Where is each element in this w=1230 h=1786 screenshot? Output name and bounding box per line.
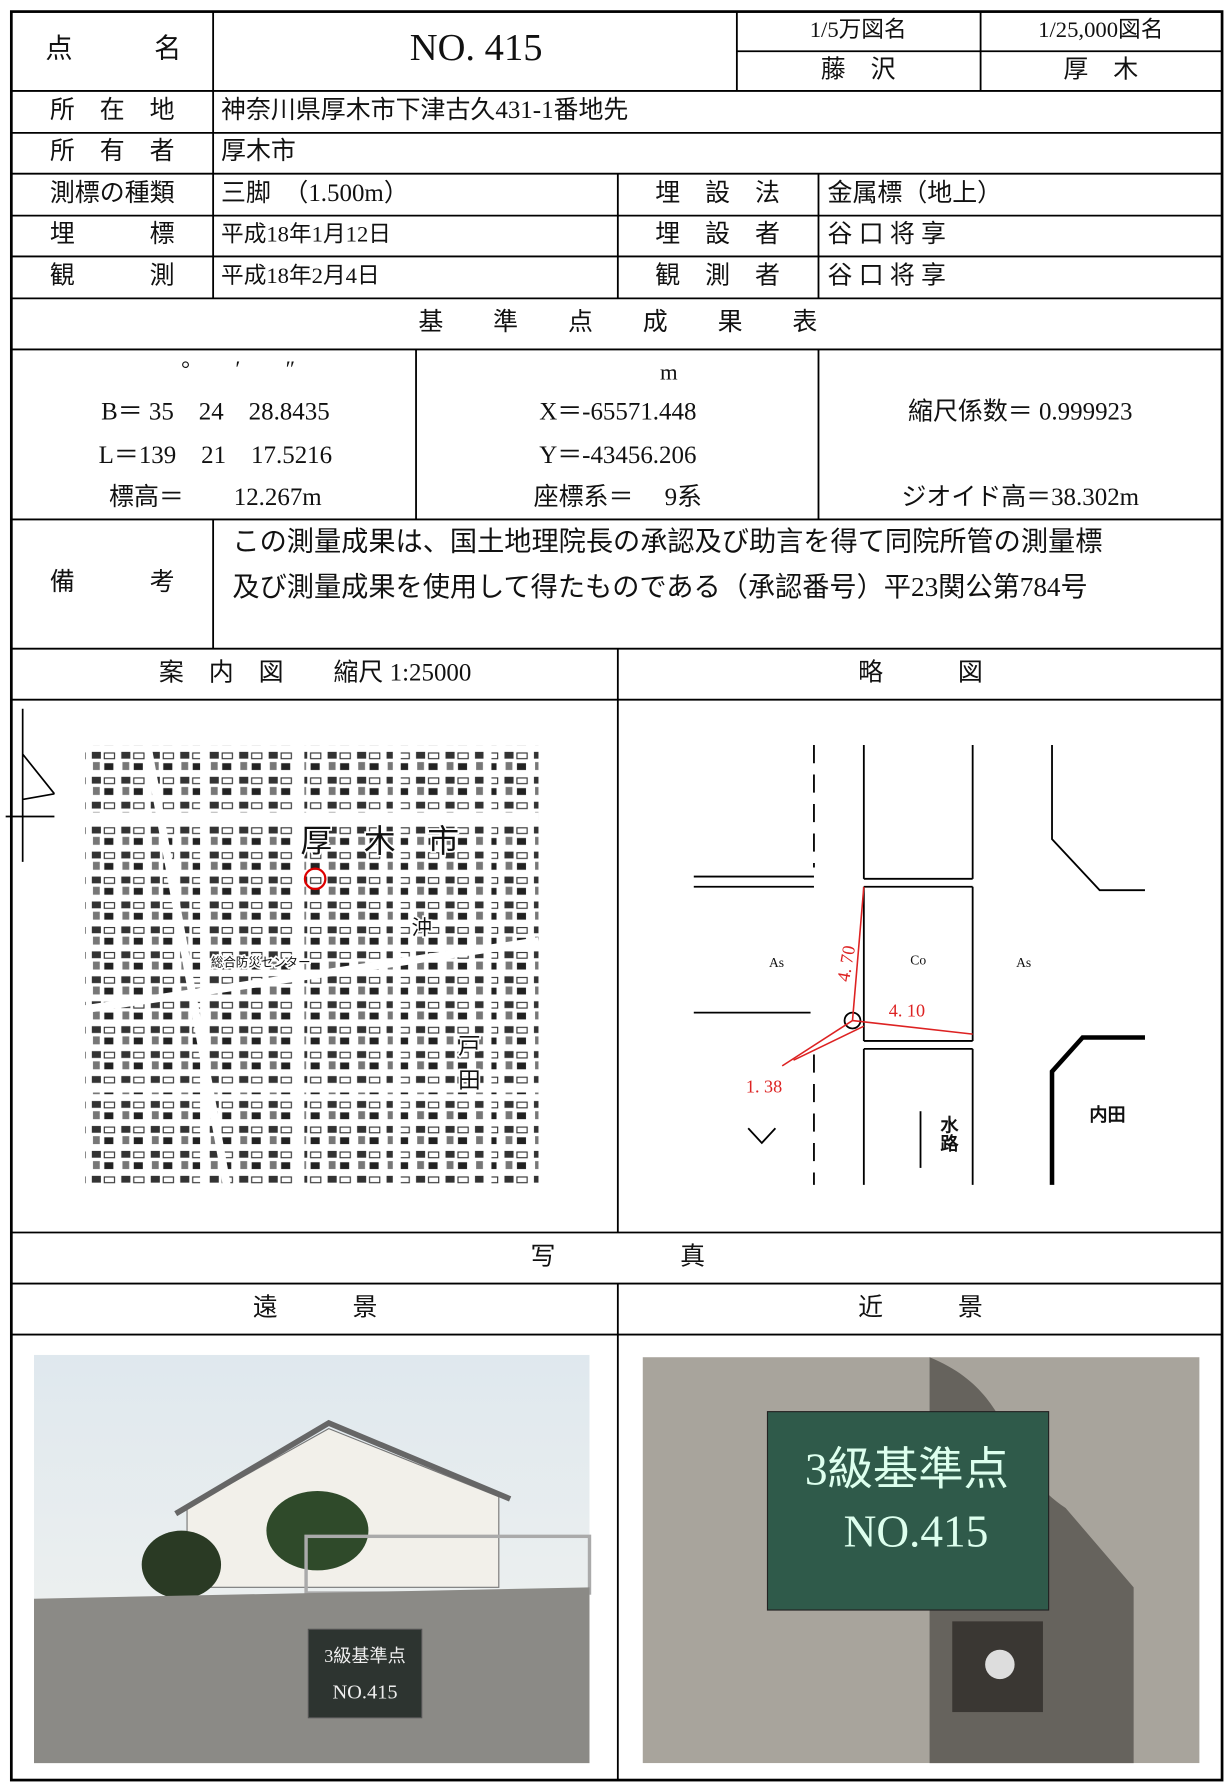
label: 測標の種類: [50, 179, 175, 207]
label: 備 考: [50, 568, 175, 596]
board-text: 3級基準点: [805, 1444, 1009, 1494]
sketch-part-part: [852, 1019, 973, 1035]
sketch-label: As: [1016, 955, 1031, 970]
table-rule: [9, 10, 1224, 1782]
value: 縮尺係数＝ 0.999923: [908, 398, 1132, 426]
guide-map-part: [84, 744, 540, 1186]
board-text: 3級基準点: [324, 1646, 406, 1666]
value: B＝ 35 24 28.8435: [101, 399, 330, 426]
value: 座標系＝ 9系: [534, 483, 702, 511]
sketch-part: [747, 1127, 777, 1145]
label: 観 測 者: [655, 262, 780, 290]
value: 厚 木: [1063, 55, 1138, 83]
label: 1/5万図名: [810, 17, 907, 42]
section-title: 近 景: [858, 1293, 983, 1321]
photo-far-part: [141, 1530, 222, 1599]
map-label: 総合防災センター: [211, 955, 311, 970]
value: 神奈川県厚木市下津古久431-1番地先: [221, 96, 628, 124]
sketch-part: [1051, 745, 1145, 892]
map-label: 厚 木 市: [300, 824, 459, 859]
sketch-label: 水路: [938, 1115, 958, 1153]
sketch-part-part: [793, 1025, 865, 1061]
value: ジオイド高＝38.302m: [901, 483, 1139, 511]
value: 厚木市: [221, 137, 296, 165]
sketch-part: [781, 886, 973, 1067]
photo-far-part: [174, 1419, 512, 1517]
label: 埋 設 者: [655, 220, 780, 248]
label: 1/25,000図名: [1038, 17, 1163, 42]
photo-near-part: [766, 1411, 1050, 1611]
value: 谷 口 将 享: [828, 262, 946, 290]
section-title: 遠 景: [253, 1293, 378, 1321]
guide-map-part-part: [143, 744, 231, 1186]
photo-near: [642, 1357, 1200, 1764]
value: 標高＝ 12.267m: [109, 483, 322, 511]
board-text: NO.415: [332, 1682, 397, 1704]
value: L＝139 21 17.5216: [99, 442, 332, 469]
value: 藤 沢: [821, 55, 896, 83]
label: 所 在 地: [50, 96, 175, 124]
sketch-label: 内田: [1089, 1104, 1125, 1125]
sketch-part-part: [851, 886, 865, 1021]
guide-map-part: [303, 867, 327, 891]
sketch-part: [1049, 1035, 1145, 1185]
value: Y＝-43456.206: [539, 442, 696, 469]
remark: 及び測量成果を使用して得たものである（承認番号）平23関公第784号: [232, 572, 1087, 602]
value: X＝-65571.448: [539, 399, 696, 426]
guide-map-part: [5, 708, 56, 862]
section-title: 略 図: [858, 658, 983, 686]
label: 埋 設 法: [655, 179, 780, 207]
label: 点 名: [45, 34, 181, 64]
sketch-part-part: [781, 1019, 853, 1067]
value: 谷 口 将 享: [828, 220, 946, 248]
unit: m: [660, 360, 678, 385]
photo-far-part: [307, 1628, 423, 1719]
guide-map: [5, 708, 540, 1186]
sketch-label: Co: [910, 953, 926, 968]
label: 所 有 者: [50, 137, 175, 165]
remark: この測量成果は、国土地理院長の承認及び助言を得て同院所管の測量標: [232, 527, 1102, 557]
photo-far: [34, 1354, 592, 1764]
value: 金属標（地上）: [828, 179, 1003, 207]
guide-map-part-part: [84, 937, 540, 1014]
board-text: NO.415: [844, 1507, 989, 1557]
sketch-label: As: [769, 955, 784, 970]
point-name: NO. 415: [410, 27, 543, 69]
photo-far-part: [266, 1490, 369, 1571]
map-label: 沖: [412, 917, 432, 940]
label: 観 測: [50, 262, 175, 290]
unit: ° ′ ″: [181, 356, 295, 381]
sketch: [693, 745, 1145, 1185]
sketch-distance: 1. 38: [746, 1077, 782, 1097]
guide-map-part: [85, 745, 539, 1185]
section-title: 写 真: [531, 1242, 706, 1270]
section-title: 案 内 図 縮尺 1:25000: [159, 658, 471, 686]
map-label: 田: [458, 1068, 481, 1093]
section-title: 基 準 点 成 果 表: [418, 308, 817, 336]
table-rule-part: [9, 10, 1224, 1782]
sketch-distance: 4. 10: [889, 1001, 925, 1021]
photo-near-part: [985, 1649, 1015, 1680]
value: 平成18年2月4日: [221, 263, 380, 288]
map-label: 戸: [458, 1034, 481, 1059]
value: 三脚 （1.500m）: [221, 179, 409, 207]
label: 埋 標: [50, 220, 175, 248]
value: 平成18年1月12日: [221, 221, 391, 246]
